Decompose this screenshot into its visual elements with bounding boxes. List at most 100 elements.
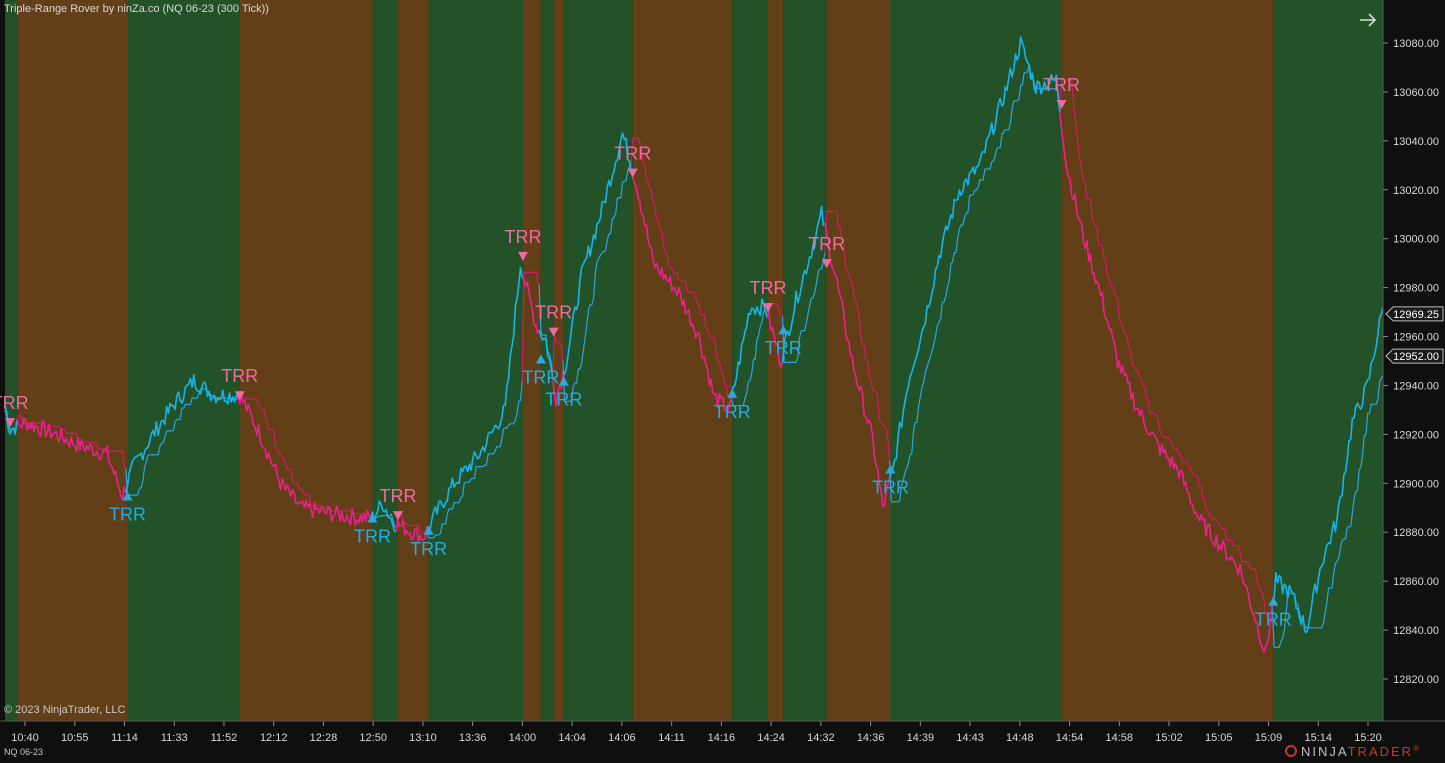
y-tick-label: 13000.00 [1393,234,1439,246]
price-line-bull [888,36,1061,478]
signal-up-marker[interactable] [727,388,738,398]
trailing-stop-line-bull [426,381,523,539]
x-tick-label: 14:11 [658,732,685,744]
x-tick-label: 13:36 [459,732,487,744]
trend-zone-bull [540,0,554,721]
price-marker-box [1385,306,1444,322]
trend-zone-bull [372,0,398,721]
price-line-bull [4,409,18,436]
x-tick-label: 12:28 [310,732,338,744]
signal-down-marker[interactable] [5,418,16,428]
y-tick-label: 13080.00 [1393,38,1439,50]
y-tick-label: 12940.00 [1393,380,1439,392]
signal-up-marker[interactable] [423,525,434,535]
signal-label: TRR [522,368,559,388]
trend-zone-bear [826,0,891,721]
trailing-stop-line-bull [125,388,239,496]
x-tick-label: 14:06 [608,732,636,744]
arrow-right-icon[interactable] [1356,8,1380,32]
trend-zone-bear [553,0,564,721]
y-tick-label: 13020.00 [1393,185,1439,197]
x-tick-label: 15:02 [1155,732,1183,744]
x-tick-label: 14:48 [1006,732,1034,744]
price-marker-label: 12969.25 [1393,309,1439,321]
trailing-stop-line-bull [781,252,826,363]
ninjatrader-logo-icon [1285,745,1297,757]
signal-label: TRR [505,227,542,247]
instrument-label: NQ 06-23 [4,747,44,757]
price-line-bull [125,374,239,494]
x-tick-label: 10:55 [61,732,89,744]
trend-zone-bear [397,0,429,721]
signal-label: TRR [545,390,582,410]
x-tick-label: 14:36 [857,732,885,744]
signal-up-marker[interactable] [885,464,896,474]
trend-zone-bear [17,0,128,721]
trailing-stop-line-bull [562,166,632,402]
signal-up-marker[interactable] [778,325,789,335]
x-tick-label: 11:33 [161,732,188,744]
signal-label: TRR [379,486,416,506]
trailing-stop-line-bear [552,334,564,375]
price-line-bull [1271,307,1384,634]
signal-down-marker[interactable] [1056,100,1067,110]
signal-label: TRR [0,393,29,413]
trend-zone-bull [127,0,240,721]
signal-up-marker[interactable] [367,513,378,523]
signal-label: TRR [1255,610,1292,630]
logo-text-trader: TRADER [1347,744,1414,759]
trend-zone-bear [239,0,373,721]
signal-up-marker[interactable] [558,376,569,386]
price-line-bear [1059,111,1274,654]
signal-down-marker[interactable] [234,391,245,401]
signal-down-marker[interactable] [518,251,529,261]
signal-up-marker[interactable] [535,354,546,364]
trend-zone-bull [5,0,18,721]
price-line-bear [766,310,784,369]
signal-label: TRR [750,278,787,298]
signal-down-marker[interactable] [392,511,403,521]
x-tick-label: 14:43 [956,732,984,744]
trend-zone-bull [428,0,524,721]
price-line-bear [824,222,891,508]
y-tick-label: 12920.00 [1393,429,1439,441]
signal-down-marker[interactable] [763,303,774,313]
signal-down-marker[interactable] [627,168,638,178]
trend-zone-bull [890,0,1062,721]
x-tick-label: 14:24 [757,732,785,744]
trend-zone-bear [1061,0,1274,721]
x-tick-label: 12:50 [359,732,387,744]
trend-zone-bull [732,0,769,721]
price-marker-label: 12952.00 [1393,351,1439,363]
x-tick-label: 13:10 [409,732,437,744]
price-marker-box [1385,348,1444,364]
signal-label: TRR [808,234,845,254]
x-tick-label: 14:54 [1056,732,1084,744]
signal-label: TRR [410,539,447,559]
trailing-stop-line-bull [538,284,554,375]
y-tick-label: 12820.00 [1393,674,1439,686]
signal-label: TRR [535,303,572,323]
y-tick-label: 13060.00 [1393,87,1439,99]
trailing-stop-line-bull [4,405,17,430]
signal-down-marker[interactable] [548,327,559,337]
y-tick-label: 12860.00 [1393,576,1439,588]
signal-up-marker[interactable] [122,491,133,501]
x-tick-label: 14:16 [708,732,736,744]
ninjatrader-logo: NINJATRADER® [1285,744,1421,759]
signal-label: TRR [354,527,391,547]
copyright-text: © 2023 NinjaTrader, LLC [4,704,126,716]
signal-down-marker[interactable] [821,259,832,269]
y-tick-label: 12900.00 [1393,478,1439,490]
y-tick-label: 12980.00 [1393,283,1439,295]
signal-up-marker[interactable] [1268,596,1279,606]
trend-zone-bear [523,0,541,721]
signal-label: TRR [872,478,909,498]
price-line-bull [562,132,632,375]
price-line-bear [521,277,540,334]
logo-text-ninja: NINJA [1301,744,1348,759]
trend-zone-bull [563,0,633,721]
x-tick-label: 11:52 [211,732,238,744]
x-tick-label: 15:20 [1354,732,1382,744]
